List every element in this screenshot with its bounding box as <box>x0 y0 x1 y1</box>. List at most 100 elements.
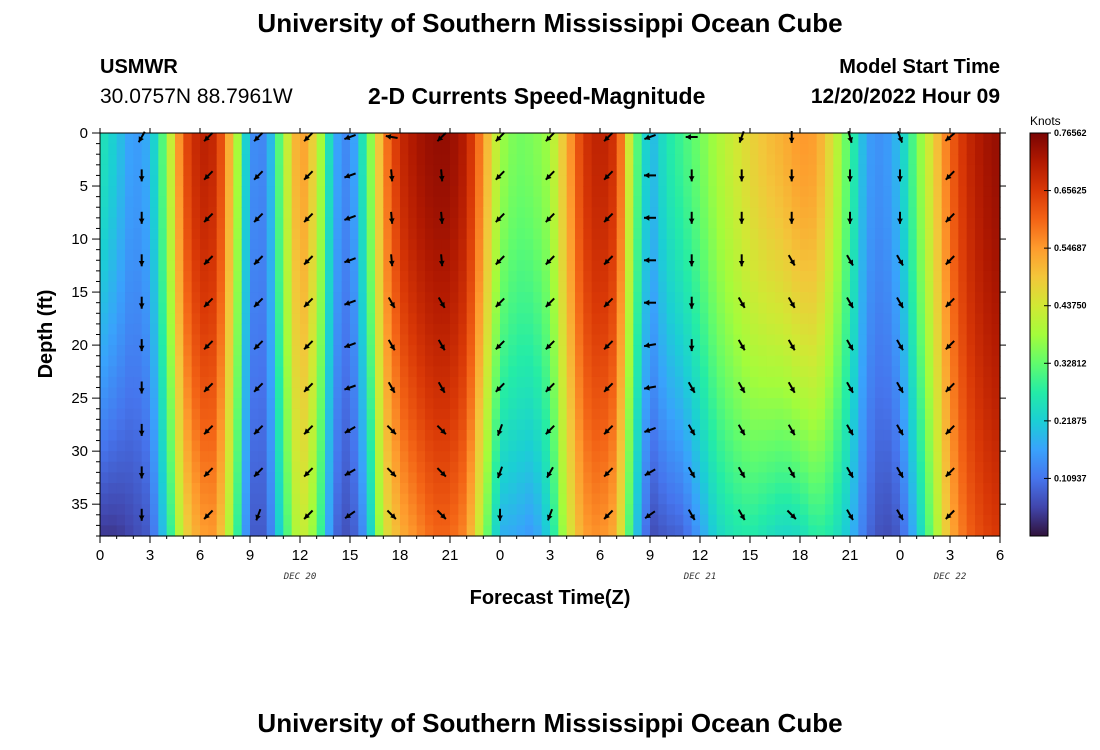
heat-cell <box>900 429 909 442</box>
heat-cell <box>441 493 451 505</box>
heat-cell <box>350 525 359 537</box>
heat-cell <box>766 514 776 526</box>
heat-cell <box>741 387 751 399</box>
heat-cell <box>300 323 309 336</box>
heat-cell <box>350 239 359 251</box>
heat-cell <box>366 387 376 399</box>
heat-cell <box>233 504 243 516</box>
heat-cell <box>433 196 443 208</box>
heat-cell <box>883 429 893 442</box>
heat-cell <box>616 186 626 198</box>
heat-cell <box>891 493 901 505</box>
heat-cell <box>916 217 926 230</box>
heat-cell <box>475 217 484 230</box>
heat-cell <box>733 292 743 304</box>
heat-cell <box>800 186 809 198</box>
heat-cell <box>650 355 659 367</box>
heat-cell <box>850 376 859 389</box>
heat-cell <box>500 440 509 452</box>
heat-cell <box>225 143 234 155</box>
heat-cell <box>466 228 476 240</box>
heat-cell <box>600 376 609 389</box>
heat-cell <box>983 228 993 240</box>
heat-cell <box>183 207 193 219</box>
heat-cell <box>341 228 351 240</box>
heat-cell <box>258 186 268 198</box>
heat-cell <box>166 525 176 537</box>
heat-cell <box>950 217 959 230</box>
heat-cell <box>975 323 984 336</box>
current-vector <box>737 509 746 521</box>
heat-cell <box>391 154 401 166</box>
heat-cell <box>808 472 818 484</box>
heat-cell <box>266 440 276 452</box>
heat-cell <box>541 302 551 314</box>
heat-cell <box>941 217 951 230</box>
heat-cell <box>825 408 834 420</box>
heat-cell <box>241 440 251 452</box>
heat-cell <box>558 355 568 367</box>
heat-cell <box>791 419 801 431</box>
heat-cell <box>200 525 209 537</box>
heat-cell <box>141 260 151 272</box>
heat-cell <box>133 366 143 378</box>
heat-cell <box>950 323 959 336</box>
heat-cell <box>833 133 843 145</box>
heat-cell <box>866 419 876 431</box>
heat-cell <box>175 408 184 420</box>
heat-cell <box>700 419 709 431</box>
heat-cell <box>841 398 851 410</box>
heat-cell <box>708 334 718 346</box>
heat-cell <box>300 525 309 537</box>
heat-cell <box>300 302 309 314</box>
heat-cell <box>291 154 301 166</box>
heat-cell <box>950 504 959 516</box>
heat-cell <box>716 504 726 516</box>
heat-cell <box>775 281 784 293</box>
heat-cell <box>983 482 993 495</box>
heat-cell <box>491 292 501 304</box>
heat-cell <box>883 345 893 357</box>
date-label: DEC 22 <box>933 572 967 582</box>
heat-cell <box>783 504 793 516</box>
heat-cell <box>583 345 593 357</box>
heat-cell <box>775 355 784 367</box>
heat-cell <box>175 429 184 442</box>
heat-cell <box>933 164 943 177</box>
current-vector <box>203 170 214 181</box>
heat-cell <box>691 345 701 357</box>
heat-cell <box>966 493 976 505</box>
heat-cell <box>500 493 509 505</box>
heat-cell <box>333 323 343 336</box>
heat-cell <box>625 217 634 230</box>
heat-cell <box>875 429 884 442</box>
heat-cell <box>408 429 418 442</box>
heat-cell <box>750 302 759 314</box>
heat-cell <box>758 260 768 272</box>
heat-cell <box>641 408 651 420</box>
heat-cell <box>950 345 959 357</box>
heat-cell <box>741 217 751 230</box>
heat-cell <box>658 482 668 495</box>
x-tick-label: 6 <box>196 547 204 564</box>
heat-cell <box>300 313 309 325</box>
heat-cell <box>291 493 301 505</box>
heat-cell <box>383 228 393 240</box>
heat-cell <box>841 228 851 240</box>
heat-cell <box>808 419 818 431</box>
heat-cell <box>591 440 601 452</box>
current-vector <box>436 132 447 142</box>
heat-cell <box>725 292 734 304</box>
heat-cell <box>875 175 884 187</box>
heat-cell <box>683 302 693 314</box>
heat-cell <box>583 292 593 304</box>
current-vector <box>603 170 614 181</box>
heat-cell <box>775 302 784 314</box>
heat-cell <box>233 313 243 325</box>
heat-cell <box>891 440 901 452</box>
heat-cell <box>908 525 918 537</box>
heat-cell <box>308 504 318 516</box>
heat-cell <box>133 281 143 293</box>
heat-cell <box>591 514 601 526</box>
heat-cell <box>275 217 284 230</box>
